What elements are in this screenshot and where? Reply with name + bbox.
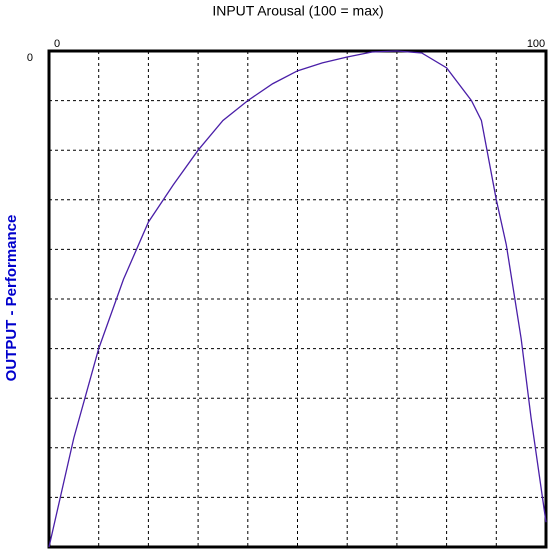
x-tick-label: 100 [527, 38, 545, 50]
x-tick-label: 0 [54, 38, 60, 50]
y-axis-label: OUTPUT - Performance [3, 215, 20, 382]
plot-frame [47, 49, 548, 549]
chart-title: INPUT Arousal (100 = max) [212, 3, 383, 19]
y-tick-label: 0 [27, 52, 33, 64]
line-series [48, 50, 547, 548]
